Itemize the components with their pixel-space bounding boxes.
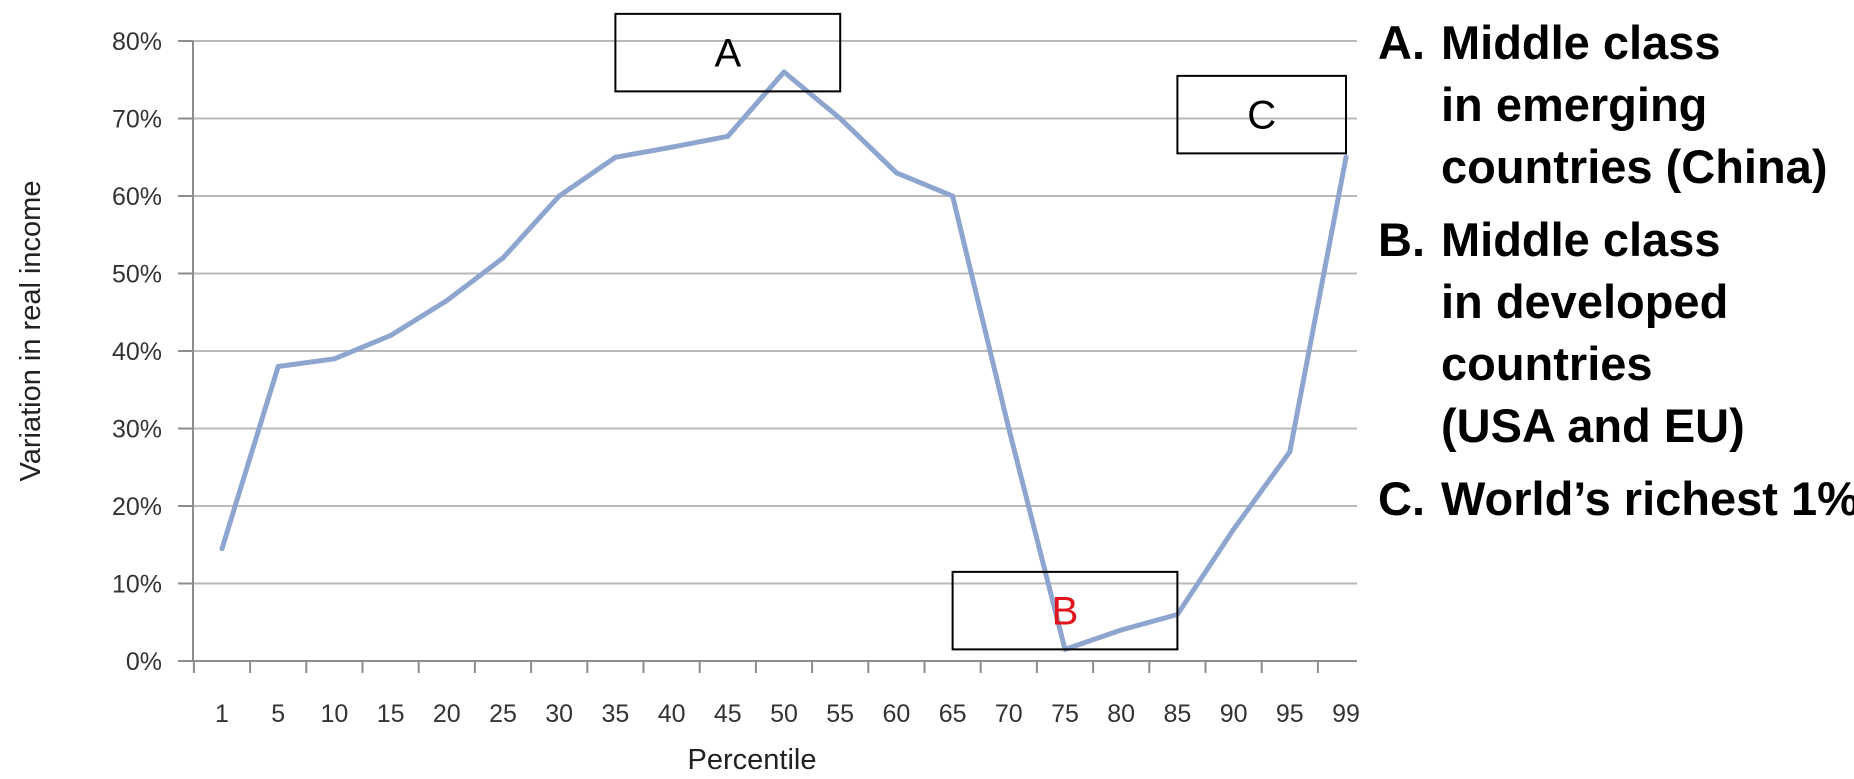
legend-line: countries [1441, 337, 1653, 390]
data-point [1231, 526, 1237, 532]
legend-line: World’s richest 1% [1441, 472, 1854, 525]
legend-key: C. [1378, 472, 1425, 525]
annotation-label: A [714, 32, 741, 76]
data-point [612, 154, 618, 160]
x-tick-label: 20 [433, 700, 461, 728]
x-tick-label: 5 [271, 700, 285, 728]
x-tick-label: 65 [939, 700, 967, 728]
x-axis [192, 661, 1319, 673]
y-tick-label: 50% [112, 261, 162, 289]
data-point [669, 144, 675, 150]
data-point [1006, 426, 1012, 431]
x-axis-title: Percentile [688, 744, 817, 776]
annotation-b: B [951, 570, 1179, 651]
data-point [388, 333, 394, 338]
annotation-label: B [1052, 590, 1079, 634]
x-tick-label: 90 [1220, 700, 1248, 728]
data-point [219, 546, 225, 552]
legend-line: in emerging [1441, 78, 1708, 131]
legend-line: Middle class [1441, 16, 1721, 69]
y-tick-label: 0% [126, 648, 162, 676]
annotation-c: C [1176, 74, 1348, 155]
data-point [893, 170, 899, 176]
series-line [219, 69, 1349, 652]
data-point [725, 133, 731, 139]
legend-line: Middle class [1441, 213, 1721, 266]
annotation-box [1176, 74, 1348, 155]
gridlines [178, 40, 1357, 662]
data-point [331, 356, 337, 362]
y-tick-label: 40% [112, 338, 162, 366]
annotation-box [951, 570, 1179, 651]
series-layer [219, 69, 1349, 652]
x-tick-label: 80 [1107, 700, 1135, 728]
x-tick-label: 30 [545, 700, 573, 728]
x-tick-label: 60 [882, 700, 910, 728]
y-tick-label: 60% [112, 183, 162, 211]
x-tick-label: 1 [215, 700, 229, 728]
x-tick-label: 99 [1332, 700, 1360, 728]
data-point [444, 298, 450, 304]
y-axis-title: Variation in real income [15, 181, 47, 482]
x-tick-label: 45 [714, 700, 742, 728]
y-tick-label: 80% [112, 28, 162, 56]
legend-line: (USA and EU) [1441, 399, 1745, 452]
data-point [1343, 154, 1349, 160]
x-tick-label: 70 [995, 700, 1023, 728]
y-tick-label: 70% [112, 106, 162, 134]
annotation-a: A [614, 12, 842, 93]
legend: A. Middle class in emerging countries (C… [1378, 12, 1854, 541]
data-point [556, 193, 562, 199]
x-tick-label: 55 [826, 700, 854, 728]
legend-line: in developed [1441, 275, 1729, 328]
data-point [781, 69, 787, 75]
x-tick-label: 85 [1163, 700, 1191, 728]
x-tick-label: 95 [1276, 700, 1304, 728]
x-tick-label: 75 [1051, 700, 1079, 728]
legend-item-a: A. Middle class in emerging countries (C… [1378, 12, 1854, 198]
x-tick-label: 10 [320, 700, 348, 728]
y-tick-label: 20% [112, 493, 162, 521]
y-tick-labels: 0% 10% 20% 30% 40% 50% 60% 70% 80% [112, 28, 162, 676]
x-tick-label: 35 [601, 700, 629, 728]
y-tick-label: 30% [112, 416, 162, 444]
legend-item-b: B. Middle class in developed countries (… [1378, 209, 1854, 457]
data-point [1287, 449, 1293, 455]
data-point [500, 255, 506, 261]
data-point [1118, 627, 1124, 633]
data-point [950, 193, 956, 199]
annotation-label: C [1247, 94, 1276, 138]
x-tick-label: 50 [770, 700, 798, 728]
legend-line: countries (China) [1441, 140, 1828, 193]
annotation-box [614, 12, 842, 93]
income-growth-chart: 0%10%20%30%40%50%60%70%80% 1 5 10 15 20 25 30 3… [15, 12, 1360, 776]
legend-key: A. [1378, 16, 1425, 69]
x-tick-label: 40 [658, 700, 686, 728]
annotation-boxes: A B C [614, 12, 1348, 651]
data-point [275, 364, 281, 369]
x-tick-labels: 1 5 10 15 20 25 30 35 40 45 50 55 60 65 70 75 80 85 90 95 99 [215, 700, 1360, 728]
legend-key: B. [1378, 213, 1425, 266]
x-tick-label: 25 [489, 700, 517, 728]
y-tick-label: 10% [112, 571, 162, 599]
x-tick-label: 15 [377, 700, 405, 728]
legend-item-c: C. World’s richest 1% [1378, 468, 1854, 530]
data-point [837, 116, 843, 121]
